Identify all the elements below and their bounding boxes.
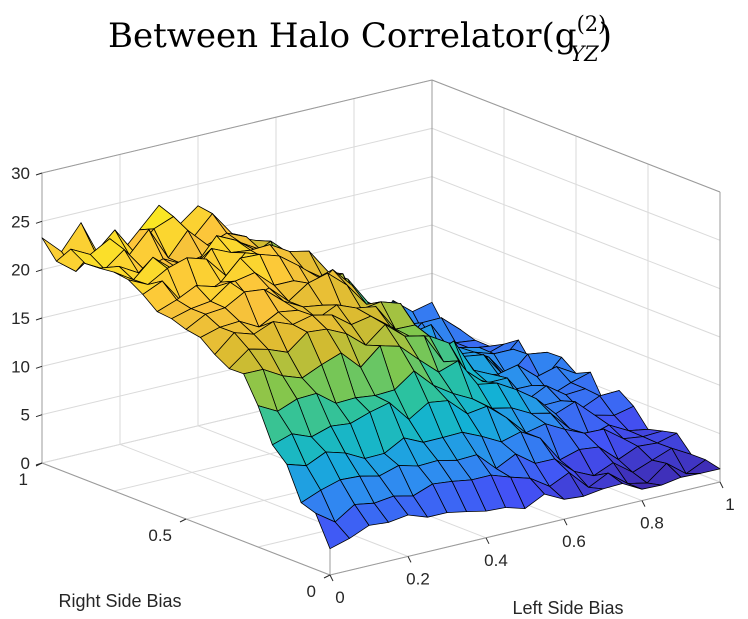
title-main: Between Halo Correlator(g xyxy=(108,16,577,56)
title-superscript: (2) xyxy=(577,12,607,36)
x-tick-label: 0.4 xyxy=(484,551,508,570)
z-tick-mark xyxy=(35,414,43,418)
z-tick-label: 15 xyxy=(11,309,30,328)
y-tick-label: 1 xyxy=(19,470,28,489)
surface-patch xyxy=(315,512,350,550)
x-tick-mark xyxy=(641,500,646,507)
axis-edge xyxy=(41,79,433,174)
chart-title: Between Halo Correlator(g(2) YZ) xyxy=(108,12,612,66)
z-tick-mark xyxy=(35,365,43,369)
title-closing: ) xyxy=(599,16,612,56)
z-tick-mark xyxy=(35,317,43,321)
z-tick-label: 30 xyxy=(11,164,30,183)
y-tick-mark xyxy=(323,574,331,579)
x-tick-mark xyxy=(563,518,568,526)
grid-line-z xyxy=(41,127,721,241)
y-tick-label: 0.5 xyxy=(148,526,172,545)
axis-edge xyxy=(329,481,721,576)
z-tick-label: 20 xyxy=(11,261,30,280)
x-tick-label: 0.8 xyxy=(640,514,664,533)
z-tick-label: 5 xyxy=(21,406,30,425)
y-tick-mark xyxy=(179,518,187,523)
z-tick-label: 0 xyxy=(21,454,30,473)
y-axis-label: Right Side Bias xyxy=(58,591,181,611)
x-tick-mark xyxy=(485,537,490,545)
x-tick-mark xyxy=(719,481,724,489)
z-tick-mark xyxy=(35,269,43,273)
x-tick-mark xyxy=(329,574,334,582)
axis-edge xyxy=(431,79,721,193)
grid-line-z xyxy=(41,79,721,193)
x-tick-label: 0.2 xyxy=(406,569,430,588)
x-tick-label: 0.6 xyxy=(562,532,586,551)
x-tick-label: 0 xyxy=(335,588,344,607)
z-tick-mark xyxy=(35,172,43,176)
z-tick-label: 25 xyxy=(11,212,30,231)
x-tick-label: 1 xyxy=(725,495,734,514)
x-axis-label: Left Side Bias xyxy=(512,598,623,618)
z-tick-mark xyxy=(35,220,43,224)
y-tick-mark xyxy=(35,462,43,467)
y-tick-label: 0 xyxy=(307,582,316,601)
surface-plot xyxy=(41,204,721,550)
x-tick-mark xyxy=(407,556,412,563)
title-subscript: YZ xyxy=(570,42,599,66)
z-tick-label: 10 xyxy=(11,357,30,376)
